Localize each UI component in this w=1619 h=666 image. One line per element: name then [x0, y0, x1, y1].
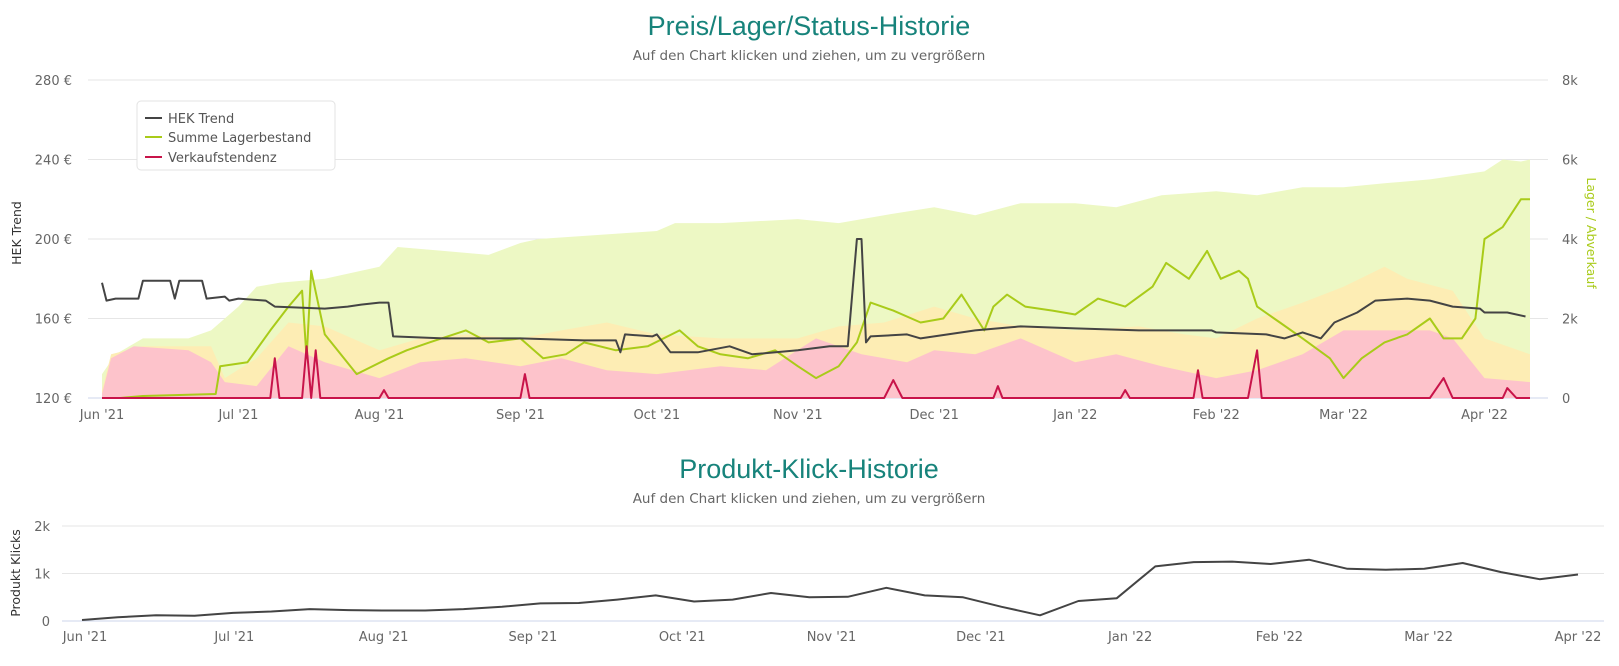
series-lines-clicks [81, 558, 1579, 621]
x-tick-label: Jun '21 [79, 408, 125, 423]
x-tick-label: Dec '21 [910, 408, 959, 423]
x-tick-label: Mar '22 [1319, 408, 1368, 423]
x-tick-label: Jan '22 [1052, 408, 1097, 423]
y-tick-label: 2k [34, 520, 50, 535]
x-tick-label: Apr '22 [1555, 630, 1602, 645]
series-line-produkt-klicks[interactable] [81, 558, 1579, 621]
x-tick-label: Aug '21 [359, 630, 409, 645]
y-axis-clicks: 0 1k 2k [34, 520, 50, 630]
x-axis-clicks: Jun '21 Jul '21 Aug '21 Sep '21 Oct '21 Nov '… [62, 630, 1602, 645]
x-tick-label: Mar '22 [1404, 630, 1453, 645]
x-axis: Jun '21 Jul '21 Aug '21 Sep '21 Oct '21 Nov '… [79, 408, 1508, 423]
x-tick-label: Jan '22 [1107, 630, 1152, 645]
y-axis-left: 120 € 160 € 200 € 240 € 280 € [35, 74, 72, 407]
x-tick-label: Dec '21 [956, 630, 1005, 645]
x-tick-label: Apr '22 [1461, 408, 1508, 423]
legend-item-verkaufstendenz[interactable]: Verkaufstendenz [168, 151, 277, 166]
y-axis-title-clicks: Produkt Klicks [8, 529, 23, 617]
legend-item-hek-trend[interactable]: HEK Trend [168, 112, 234, 127]
y-tick-label: 240 € [35, 154, 72, 169]
x-tick-label: Jul '21 [213, 630, 254, 645]
y-tick-label: 280 € [35, 74, 72, 89]
chart-subtitle: Auf den Chart klicken und ziehen, um zu … [633, 48, 986, 64]
x-tick-label: Feb '22 [1256, 630, 1303, 645]
y-axis-title: HEK Trend [9, 201, 24, 265]
y2-tick-label: 8k [1562, 74, 1578, 89]
gridlines-clicks [62, 525, 1604, 622]
chart-title: Preis/Lager/Status-Historie [648, 11, 971, 41]
x-tick-label: Jul '21 [217, 408, 258, 423]
chart-title-clicks: Produkt-Klick-Historie [679, 454, 939, 484]
x-tick-label: Oct '21 [633, 408, 680, 423]
y-tick-label: 120 € [35, 392, 72, 407]
series-line-verkaufstendenz[interactable] [102, 345, 1530, 399]
x-tick-label: Oct '21 [659, 630, 706, 645]
legend-box [136, 100, 336, 171]
legend: HEK Trend Summe Lagerbestand Verkaufsten… [136, 100, 336, 171]
series-line-hek-trend[interactable] [101, 238, 1526, 356]
y2-tick-label: 4k [1562, 233, 1578, 248]
series-line-summe-lagerbestand[interactable] [102, 198, 1530, 399]
band-red [102, 330, 1530, 398]
y2-tick-label: 2k [1562, 313, 1578, 328]
y2-axis-title: Lager / Abverkauf [1584, 177, 1599, 289]
x-tick-label: Jun '21 [62, 630, 108, 645]
y2-tick-label: 0 [1562, 392, 1570, 407]
series-lines [101, 198, 1530, 399]
x-tick-label: Sep '21 [496, 408, 545, 423]
x-tick-label: Sep '21 [509, 630, 558, 645]
y-axis-right: 0 2k 4k 6k 8k [1562, 74, 1578, 407]
x-tick-label: Feb '22 [1193, 408, 1240, 423]
y-tick-label: 0 [42, 615, 50, 630]
chart-subtitle-clicks: Auf den Chart klicken und ziehen, um zu … [633, 491, 986, 507]
x-tick-label: Aug '21 [355, 408, 405, 423]
y-tick-label: 1k [34, 568, 50, 583]
x-tick-label: Nov '21 [773, 408, 823, 423]
y-tick-label: 200 € [35, 233, 72, 248]
legend-item-summe-lagerbestand[interactable]: Summe Lagerbestand [168, 131, 311, 146]
y-tick-label: 160 € [35, 313, 72, 328]
y2-tick-label: 6k [1562, 154, 1578, 169]
x-tick-label: Nov '21 [807, 630, 857, 645]
